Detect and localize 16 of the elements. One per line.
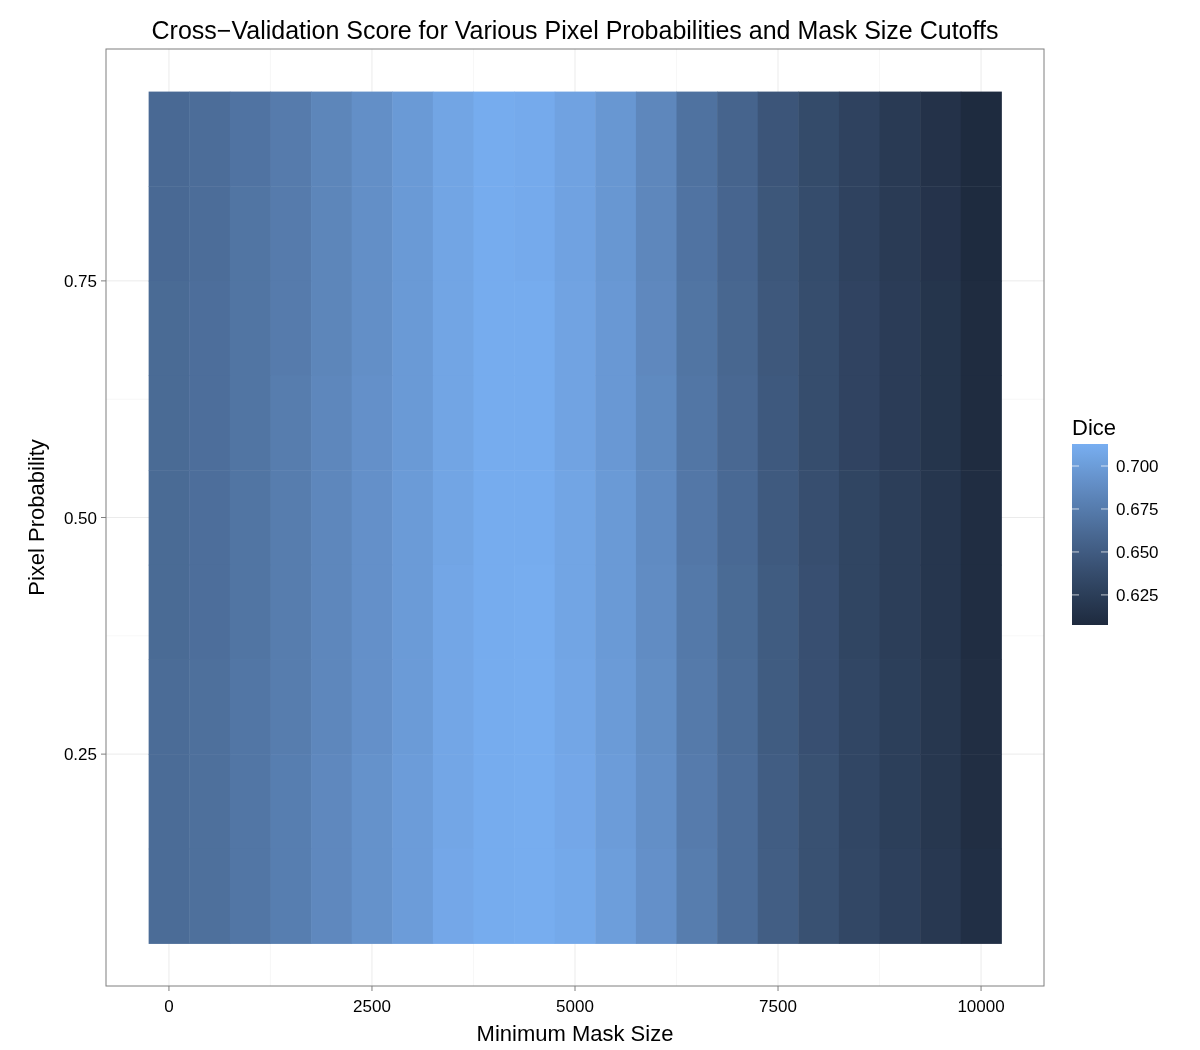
x-tick-label: 10000 [957, 997, 1005, 1016]
x-tick-label: 0 [164, 997, 174, 1016]
y-tick-label: 0.75 [63, 271, 97, 291]
y-tick-label: 0.25 [63, 745, 97, 765]
color-bar-title: Dice [1072, 415, 1117, 440]
color-bar-label: 0.700 [1116, 457, 1159, 476]
y-tick-label: 0.50 [63, 508, 97, 528]
x-axis-title: Minimum Mask Size [476, 1021, 674, 1046]
x-tick-label: 7500 [759, 997, 797, 1016]
color-bar-label: 0.625 [1116, 585, 1159, 605]
color-bar-label: 0.650 [1116, 542, 1159, 562]
y-axis-title: Pixel Probability [24, 439, 49, 596]
x-tick-label: 5000 [556, 997, 594, 1016]
x-tick-label: 2500 [353, 997, 391, 1016]
chart-title: Cross−Validation Score for Various Pixel Probabilities and Mask Size Cutoffs [151, 16, 999, 44]
color-bar-label: 0.675 [1116, 499, 1159, 519]
